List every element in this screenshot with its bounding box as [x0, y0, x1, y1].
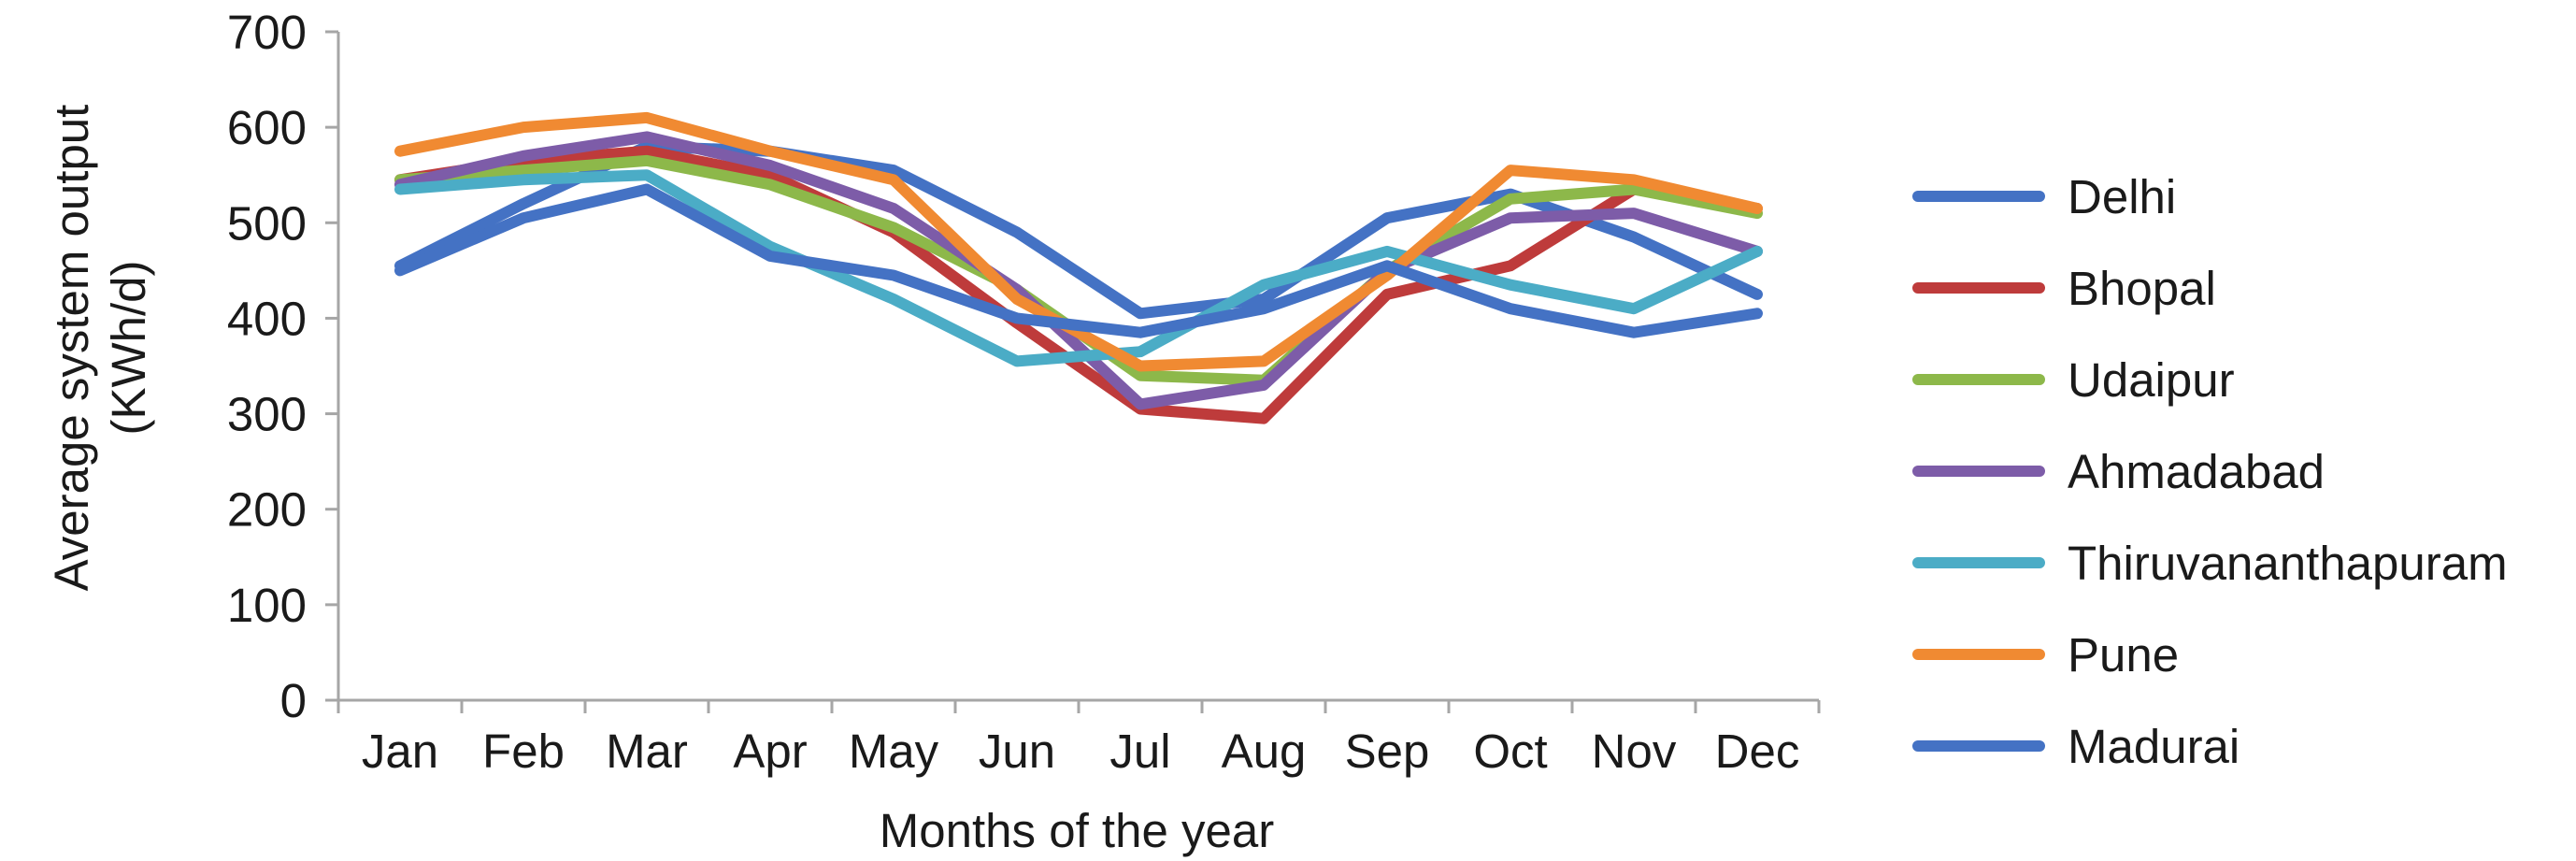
series-line-pune: [394, 111, 1763, 372]
legend-label-pune: Pune: [2068, 628, 2179, 682]
x-tick-label: Aug: [1222, 725, 1307, 778]
x-tick-label: Apr: [733, 725, 807, 778]
x-tick-label: Sep: [1345, 725, 1430, 778]
x-tick-label: Oct: [1473, 725, 1547, 778]
legend-label-bhopal: Bhopal: [2068, 262, 2216, 315]
y-tick-label: 200: [227, 483, 307, 537]
x-tick-label: Dec: [1715, 725, 1800, 778]
y-tick-label: 100: [227, 579, 307, 632]
x-tick-label: Jul: [1109, 725, 1170, 778]
y-axis-title-line-1: Average system output: [45, 105, 98, 592]
y-axis-title: Average system output (KWh/d): [45, 105, 155, 592]
y-tick-label: 700: [227, 6, 307, 59]
x-tick-label: Jun: [979, 725, 1055, 778]
x-tick-label: May: [849, 725, 939, 778]
y-tick-label: 600: [227, 101, 307, 154]
series-line-ahmadabad: [394, 131, 1763, 410]
x-tick-label: Feb: [482, 725, 565, 778]
legend-label-udaipur: Udaipur: [2068, 353, 2235, 407]
y-axis: 0 100 200 300 400 500 600 700: [227, 6, 340, 727]
legend-label-ahmadabad: Ahmadabad: [2068, 445, 2325, 498]
y-tick-label: 0: [280, 674, 307, 727]
series-line-madurai: [394, 183, 1763, 338]
plot-lines: [394, 111, 1763, 424]
legend-label-thiruvananthapuram: Thiruvananthapuram: [2068, 537, 2508, 590]
y-tick-label: 300: [227, 388, 307, 441]
legend: Delhi Bhopal Udaipur Ahmadabad Thiruvanantha…: [1912, 170, 2508, 773]
series-line-thiruvananthapuram: [394, 169, 1763, 367]
x-tick-label: Mar: [606, 725, 688, 778]
legend-label-madurai: Madurai: [2068, 720, 2240, 773]
x-tick-label: Nov: [1592, 725, 1677, 778]
x-axis-title: Months of the year: [880, 804, 1274, 857]
x-axis: Jan Feb Mar Apr May Jun Jul Aug Sep Oct Nov Dec: [336, 698, 1821, 778]
legend-label-delhi: Delhi: [2068, 170, 2176, 223]
x-tick-label: Jan: [362, 725, 438, 778]
y-axis-title-line-2: (KWh/d): [102, 260, 155, 435]
y-tick-label: 500: [227, 196, 307, 250]
series-line-bhopal: [394, 145, 1763, 424]
y-tick-label: 400: [227, 292, 307, 345]
